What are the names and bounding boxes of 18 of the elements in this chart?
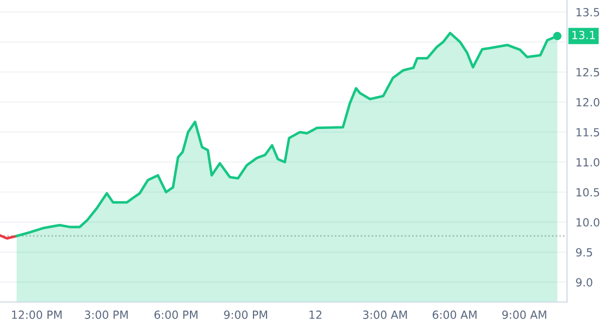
annotation: 13.1 bbox=[572, 30, 595, 40]
x-tick-label: 6:00 AM bbox=[432, 310, 477, 319]
y-tick-label: 10.0 bbox=[576, 218, 600, 227]
x-tick-label: 9:00 AM bbox=[502, 310, 546, 319]
y-tick-label: 9.5 bbox=[576, 248, 592, 257]
y-tick-label: 11.0 bbox=[576, 158, 600, 166]
y-tick-label: 13.5 bbox=[576, 8, 600, 16]
x-tick-label: 3:00 AM bbox=[363, 310, 407, 319]
y-tick-label: 12.5 bbox=[576, 68, 600, 76]
x-tick-label: 12:00 PM bbox=[12, 310, 62, 319]
y-tick-label: 11.5 bbox=[576, 128, 600, 136]
x-tick-label: 6:00 PM bbox=[154, 310, 198, 319]
x-tick-label: 3:00 PM bbox=[84, 310, 128, 319]
x-tick-label: 12 bbox=[310, 310, 322, 319]
y-tick-label: 10.5 bbox=[576, 188, 600, 197]
x-tick-label: 9:00 PM bbox=[224, 310, 268, 319]
y-tick-label: 9.0 bbox=[576, 278, 592, 287]
y-tick-label: 12.0 bbox=[576, 98, 600, 106]
